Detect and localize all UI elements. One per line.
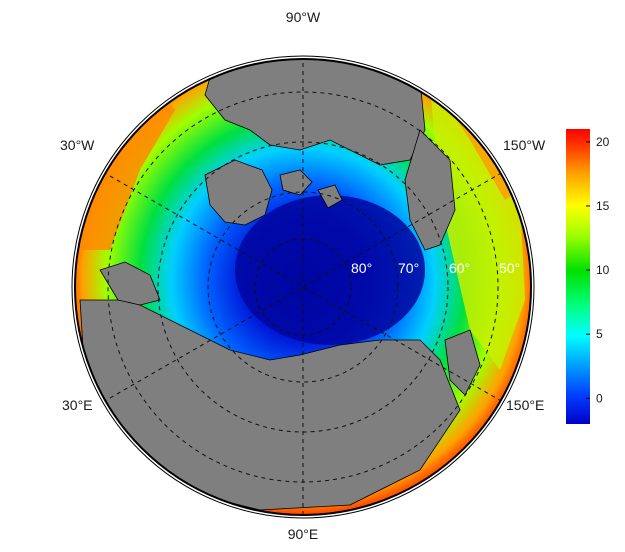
sst-field (75, 59, 531, 515)
colorbar: 20 15 10 5 0 (566, 129, 610, 424)
colorbar-tick-label: 0 (596, 391, 603, 405)
map-border (74, 58, 532, 516)
colorbar-tick-label: 10 (596, 263, 610, 277)
lon-label-top: 90°W (286, 9, 321, 25)
lon-label-lower-right: 150°E (506, 397, 544, 413)
lat-label-50: 50° (499, 260, 520, 276)
colorbar-tick-label: 20 (596, 135, 610, 149)
colorbar-gradient (566, 129, 590, 424)
colorbar-tick-label: 15 (596, 199, 610, 213)
lat-label-70: 70° (398, 260, 419, 276)
lat-label-80: 80° (351, 260, 372, 276)
lon-label-bottom: 90°E (288, 526, 319, 542)
lon-label-upper-right: 150°W (503, 137, 546, 153)
graticule (102, 59, 504, 515)
map-border-outer (71, 55, 535, 519)
lon-label-lower-left: 30°E (62, 397, 93, 413)
lat-label-60: 60° (449, 260, 470, 276)
colorbar-tick-label: 5 (596, 327, 603, 341)
lon-label-upper-left: 30°W (60, 137, 95, 153)
